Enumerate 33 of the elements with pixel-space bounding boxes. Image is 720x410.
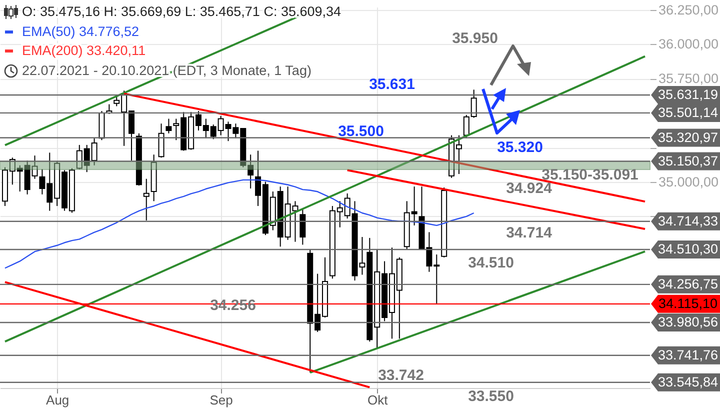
y-tick-label: 36.250,00 [658, 2, 719, 18]
x-tick-label: Okt [367, 392, 388, 408]
ref-line-label: 34.510,30 [658, 241, 718, 256]
ref-line-label: 33.980,56 [658, 314, 718, 330]
x-tick-label: Aug [46, 392, 70, 408]
annotation: 33.550 [468, 388, 514, 405]
ref-line-label: 35.631,19 [658, 87, 718, 102]
ref-line-label: 35.501,14 [658, 104, 719, 120]
annotation: EMA(200) 33.420,11 [22, 43, 146, 58]
ref-line-label: 33.545,84 [658, 374, 719, 390]
ref-line-label: 35.150,37 [658, 153, 718, 168]
annotation: 34.510 [468, 254, 514, 272]
y-tick-label: 36.000,00 [658, 36, 719, 52]
annotation: 35.950 [452, 30, 498, 47]
candlestick [166, 118, 172, 134]
annotation: 33.742 [378, 367, 424, 384]
ref-line-label: 34.115,10 [658, 296, 718, 311]
annotation: EMA(50) 34.776,52 [22, 24, 140, 39]
annotation: 35.500 [338, 123, 384, 140]
ref-line-label: 33.741,76 [658, 347, 718, 362]
annotation: 35.320 [497, 138, 543, 156]
annotation: 22.07.2021 - 20.10.2021 (EDT, 3 Monate, 1 Tag) [22, 63, 312, 78]
candlestick [300, 208, 306, 246]
annotation: 34.714 [506, 224, 553, 242]
candlestick [143, 178, 150, 221]
y-tick-label: 35.000,00 [658, 174, 719, 190]
ref-line-label: 34.714,33 [658, 213, 718, 228]
ref-line-label: 34.256,75 [658, 276, 718, 292]
x-tick-label: Sep [210, 392, 233, 408]
annotation: 35.631 [369, 76, 415, 94]
y-tick-label: 35.750,00 [658, 71, 719, 86]
candlestick [158, 123, 164, 158]
ref-line-label: 35.320,97 [658, 130, 718, 145]
